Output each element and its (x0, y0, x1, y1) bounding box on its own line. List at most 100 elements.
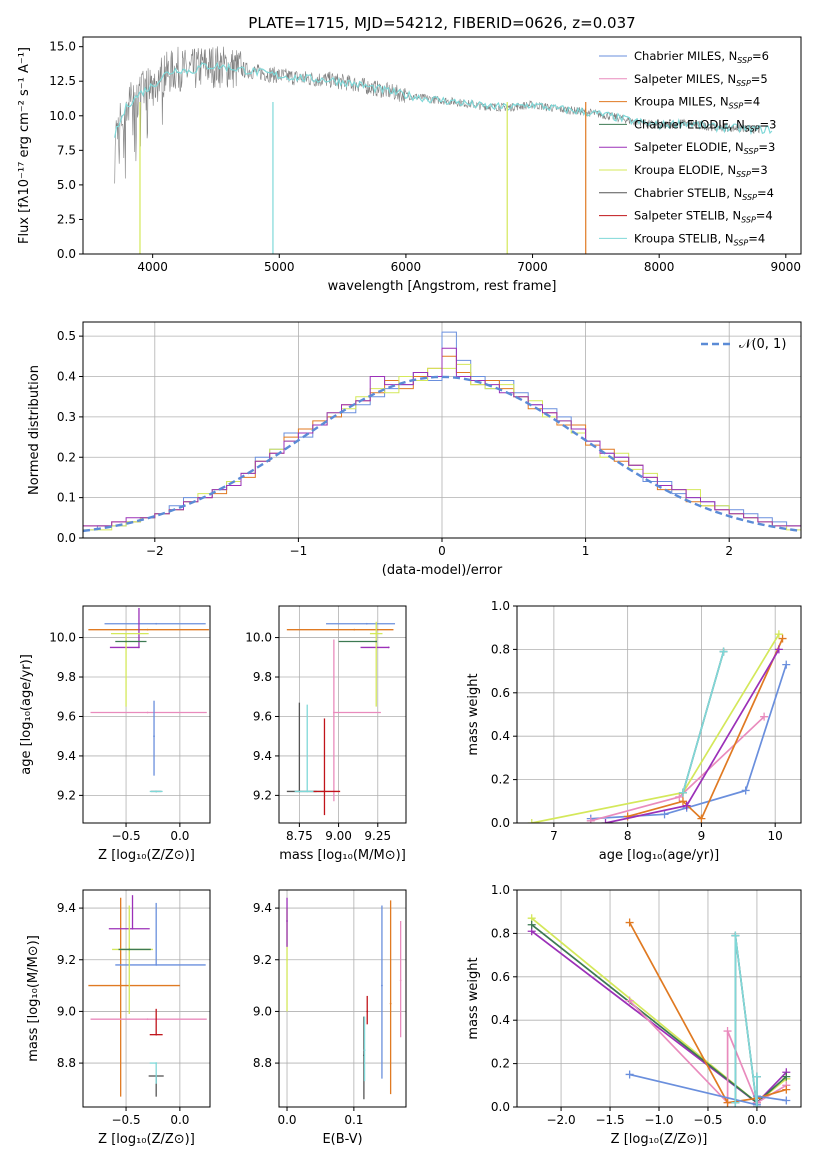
data-point (155, 790, 158, 793)
legend-label: Salpeter STELIB, NSSP=4 (634, 209, 773, 225)
data-point (375, 632, 378, 635)
x-tick-label: 8 (624, 829, 632, 843)
data-point (125, 632, 127, 635)
x-tick-label: 10 (768, 829, 783, 843)
legend-label-name: Salpeter MILES, N (634, 72, 736, 86)
x-tick-label: 9.25 (364, 829, 391, 843)
series-marker (752, 1103, 761, 1107)
y-axis-label: mass weight (466, 957, 481, 1039)
data-point (286, 920, 288, 922)
legend-label-count: =6 (752, 49, 769, 63)
x-tick-label: −1.5 (595, 1113, 624, 1127)
y-tick-label: 0.0 (491, 1100, 510, 1114)
legend-label: Kroupa MILES, NSSP=4 (634, 95, 760, 111)
data-point (399, 979, 402, 982)
series-marker (625, 1070, 634, 1079)
legend-label-count: =4 (748, 231, 765, 245)
axes-frame (516, 605, 802, 824)
legend-label: Kroupa ELODIE, NSSP=3 (634, 163, 768, 179)
legend-label: Salpeter MILES, NSSP=5 (634, 72, 768, 88)
x-tick-label: 0 (438, 544, 446, 558)
legend-label-name: Salpeter STELIB, N (634, 209, 741, 223)
x-tick-label: −2 (146, 544, 164, 558)
x-tick-label: 0.0 (170, 1113, 189, 1127)
y-tick-label: 0.8 (491, 642, 510, 656)
x-axis-label: Z [log₁₀(Z/Z⊙)] (98, 1132, 195, 1147)
x-tick-label: 6000 (391, 260, 422, 274)
y-tick-label: 9.0 (253, 1004, 272, 1018)
age-vs-mass-panel: 8.75 9.00 9.25 9.2 9.4 9.6 9.8 10.0 mass [log₁₀(… (245, 605, 407, 863)
series-marker (586, 816, 595, 823)
series-marker (678, 788, 687, 797)
data-point (323, 790, 326, 793)
series-marker (741, 786, 750, 795)
legend-label-name: Chabrier ELODIE, N (634, 117, 745, 131)
data-point (146, 711, 149, 714)
legend-label: Salpeter ELODIE, NSSP=3 (634, 140, 775, 156)
data-point (155, 964, 158, 966)
legend-label-count: =4 (743, 95, 760, 109)
y-tick-label: 9.0 (57, 1004, 76, 1018)
series-marker (623, 812, 632, 821)
y-tick-label: 0.4 (491, 1013, 510, 1027)
x-tick-label: 9.00 (325, 829, 352, 843)
legend-label-sub: SSP (734, 238, 749, 247)
legend-label-name: Chabrier STELIB, N (634, 186, 742, 200)
series-marker (778, 634, 787, 643)
legend-label-sub: SSP (737, 56, 752, 65)
legend-label-sub: SSP (729, 102, 744, 111)
legend-label-sub: SSP (742, 193, 757, 202)
series-marker (782, 1096, 791, 1105)
y-tick-label: 0.6 (491, 970, 510, 984)
y-tick-label: 9.4 (57, 749, 76, 763)
series-marker (760, 712, 769, 721)
data-point (131, 927, 134, 930)
y-tick-label: 9.6 (57, 709, 76, 723)
x-tick-label: −1.0 (644, 1113, 673, 1127)
axes-frame (82, 36, 802, 255)
histogram-series (83, 347, 801, 538)
y-axis-label: mass weight (466, 673, 481, 755)
x-tick-label: −0.5 (111, 829, 140, 843)
legend-label-sub: SSP (741, 216, 756, 225)
series-marker (723, 1027, 732, 1036)
legend-label-name: Kroupa MILES, N (634, 95, 729, 109)
data-point (138, 646, 140, 649)
x-tick-label: 0.0 (170, 829, 189, 843)
y-tick-label: 0.6 (491, 686, 510, 700)
axes-frame (278, 889, 407, 1108)
data-point (363, 1049, 366, 1052)
series-marker (675, 792, 684, 801)
series-marker (752, 1072, 761, 1081)
x-tick-label: −0.5 (111, 1113, 140, 1127)
legend-label: Chabrier MILES, NSSP=6 (634, 49, 769, 65)
x-tick-label: −0.5 (693, 1113, 722, 1127)
legend-label-name: Kroupa STELIB, N (634, 231, 734, 245)
axes-frame (82, 889, 211, 1108)
legend-label: Chabrier ELODIE, NSSP=3 (634, 117, 776, 133)
y-tick-label: 9.2 (57, 953, 76, 967)
legend-label-name: Salpeter ELODIE, N (634, 140, 744, 154)
legend-label-count: =3 (760, 117, 777, 131)
normal-curve (83, 375, 801, 533)
series-marker (782, 1072, 791, 1081)
mass-vs-ebv-panel: 0.0 0.1 8.8 9.0 9.2 9.4 E(B-V) (253, 889, 407, 1147)
data-point (128, 948, 131, 951)
x-tick-label: 9000 (771, 260, 802, 274)
axes-frame (82, 605, 211, 824)
y-tick-label: 0.0 (57, 531, 76, 545)
x-axis-label: wavelength [Angstrom, rest frame] (328, 279, 557, 294)
mass-vs-metallicity-panel: −0.5 0.0 8.8 9.0 9.2 9.4 Z [log₁₀(Z/Z⊙)] mass [… (26, 889, 211, 1147)
y-tick-label: 9.4 (253, 749, 272, 763)
data-point (306, 790, 309, 793)
x-tick-label: 5000 (264, 260, 295, 274)
y-tick-label: 15.0 (49, 40, 76, 54)
y-tick-label: 12.5 (49, 74, 76, 88)
data-point (332, 711, 335, 714)
legend-label-sub: SSP (736, 79, 751, 88)
y-axis-label: mass [log₁₀(M/M⊙)] (26, 935, 41, 1062)
series-line (627, 638, 784, 821)
y-tick-label: 0.4 (57, 370, 76, 384)
series-marker (660, 810, 669, 819)
y-tick-label: 8.8 (57, 1056, 76, 1070)
